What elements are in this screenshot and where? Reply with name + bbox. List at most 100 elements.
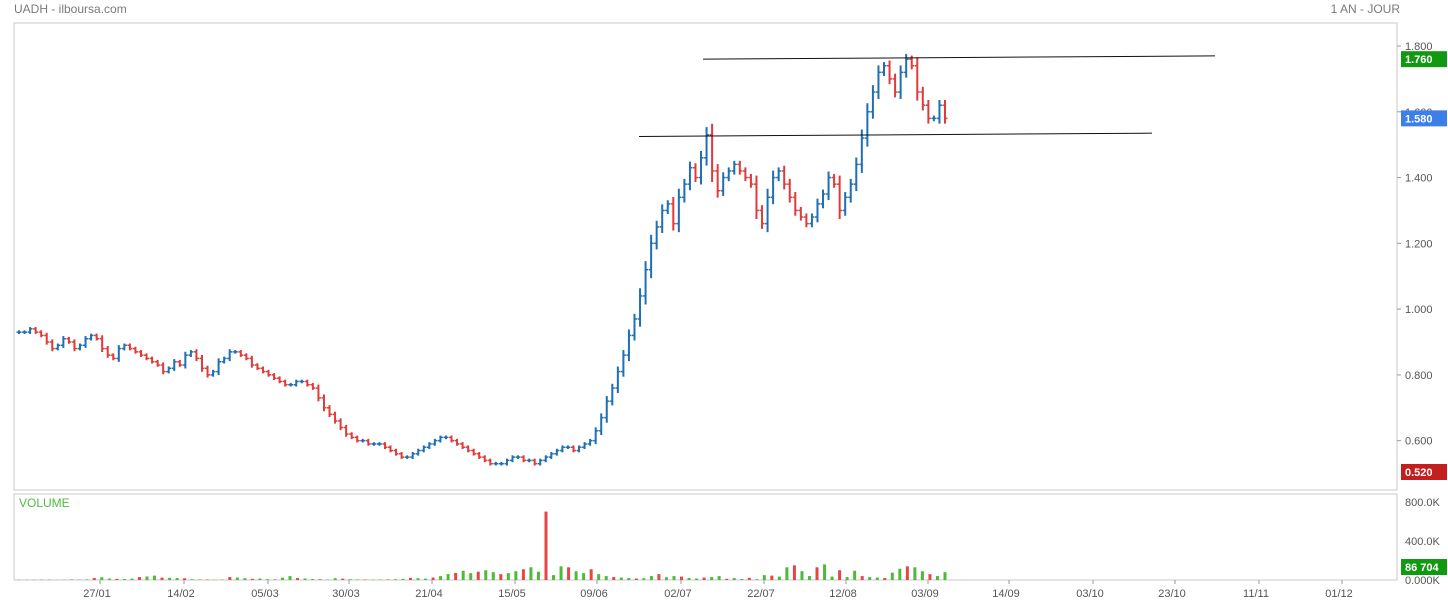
y-tick-label: 1.000 bbox=[1405, 304, 1433, 316]
x-axis: 27/01 14/02 05/03 30/03 21/04 15/05 09/06 02/07… bbox=[83, 580, 1353, 600]
trendline[interactable] bbox=[638, 132, 1153, 137]
ohlc-bar bbox=[809, 213, 815, 228]
ohlc-bar bbox=[315, 384, 321, 402]
volume-bar bbox=[484, 570, 488, 580]
volume-bar bbox=[476, 571, 480, 580]
ohlc-bar bbox=[266, 369, 272, 377]
ohlc-bar bbox=[920, 86, 926, 111]
ohlc-bar bbox=[631, 313, 637, 341]
volume-bar bbox=[807, 576, 811, 580]
ohlc-bar bbox=[548, 452, 554, 459]
volume-bar bbox=[552, 575, 556, 580]
ohlc-bar bbox=[643, 261, 649, 305]
ohlc-bar bbox=[731, 160, 737, 175]
x-tick-label: 14/02 bbox=[167, 588, 195, 600]
volume-bar bbox=[657, 574, 661, 580]
ohlc-bar bbox=[83, 336, 89, 348]
ohlc-bar bbox=[49, 339, 55, 352]
volume-bar bbox=[431, 577, 435, 580]
ohlc-bar bbox=[914, 57, 920, 101]
ohlc-bar bbox=[60, 336, 66, 348]
volume-y-tick-label: 400.0K bbox=[1405, 536, 1441, 548]
ohlc-bar bbox=[742, 167, 748, 182]
svg-text:0.520: 0.520 bbox=[1405, 467, 1433, 479]
volume-bar bbox=[725, 578, 729, 580]
volume-bar bbox=[875, 577, 879, 580]
x-tick-label: 05/03 bbox=[251, 588, 279, 600]
ohlc-bar bbox=[105, 345, 111, 358]
volume-bar bbox=[228, 577, 232, 580]
ohlc-bar bbox=[238, 350, 244, 357]
volume-bar bbox=[130, 578, 134, 580]
ohlc-bar bbox=[371, 442, 377, 446]
volume-bar bbox=[890, 572, 894, 580]
volume-bar bbox=[303, 578, 307, 580]
volume-bar bbox=[868, 577, 872, 580]
volume-bar bbox=[567, 567, 571, 580]
ohlc-bar bbox=[149, 356, 155, 364]
volume-bar bbox=[687, 578, 691, 580]
ohlc-bar bbox=[116, 345, 122, 362]
volume-bar bbox=[634, 578, 638, 580]
ohlc-bar bbox=[692, 163, 698, 183]
ohlc-bar bbox=[759, 205, 765, 229]
volume-bar bbox=[747, 577, 751, 580]
ohlc-bar bbox=[144, 353, 150, 361]
ohlc-bar bbox=[687, 161, 693, 191]
ohlc-bar bbox=[837, 175, 843, 220]
ohlc-bar bbox=[637, 288, 643, 327]
ohlc-bar bbox=[16, 330, 22, 334]
ohlc-bar bbox=[88, 333, 94, 341]
ohlc-bar bbox=[609, 383, 615, 406]
ohlc-bar bbox=[121, 343, 127, 351]
ohlc-bar bbox=[216, 358, 222, 376]
volume-bar bbox=[107, 578, 111, 580]
ohlc-bar bbox=[859, 129, 865, 173]
volume-bar bbox=[401, 578, 405, 580]
volume-bar bbox=[604, 576, 608, 580]
volume-bar bbox=[642, 578, 646, 580]
period-label[interactable]: 1 AN - JOUR bbox=[1330, 2, 1400, 16]
ohlc-bar bbox=[249, 355, 255, 368]
x-tick-label: 12/08 bbox=[829, 588, 857, 600]
ohlc-bar bbox=[853, 157, 859, 192]
ohlc-bar bbox=[626, 329, 632, 362]
volume-bar bbox=[424, 578, 428, 580]
volume-bar bbox=[597, 574, 601, 580]
ohlc-bar bbox=[770, 170, 776, 205]
trendline[interactable] bbox=[702, 55, 1216, 60]
ohlc-bar bbox=[504, 458, 510, 466]
ohlc-bar bbox=[814, 198, 820, 223]
ohlc-bar bbox=[443, 435, 449, 440]
volume-bar bbox=[265, 579, 269, 580]
ohlc-bar bbox=[875, 65, 881, 99]
volume-bar bbox=[521, 569, 525, 580]
volume-bar bbox=[920, 571, 924, 580]
ohlc-bar bbox=[848, 178, 854, 203]
volume-bar bbox=[792, 565, 796, 580]
volume-bar bbox=[198, 579, 202, 580]
ohlc-bar bbox=[155, 359, 161, 367]
volume-bar bbox=[672, 576, 676, 580]
volume-bar bbox=[341, 578, 345, 580]
x-tick-label: 01/12 bbox=[1325, 588, 1353, 600]
x-tick-label: 27/01 bbox=[83, 588, 111, 600]
ohlc-bar bbox=[271, 373, 277, 380]
volume-bar bbox=[235, 577, 239, 580]
volume-bar bbox=[740, 579, 744, 580]
price-panel bbox=[13, 22, 1398, 491]
ohlc-bar bbox=[842, 192, 848, 216]
ohlc-bar bbox=[521, 455, 527, 463]
ohlc-bar bbox=[665, 200, 671, 215]
ohlc-bar bbox=[537, 458, 543, 466]
volume-bar bbox=[92, 578, 96, 580]
volume-bar bbox=[280, 577, 284, 580]
volume-bar bbox=[883, 578, 887, 580]
ohlc-bar bbox=[243, 353, 249, 361]
ohlc-bar bbox=[327, 405, 333, 417]
ohlc-bar bbox=[936, 99, 942, 124]
volume-bar bbox=[514, 571, 518, 580]
volume-bar bbox=[830, 576, 834, 580]
x-tick-label: 03/10 bbox=[1076, 588, 1104, 600]
